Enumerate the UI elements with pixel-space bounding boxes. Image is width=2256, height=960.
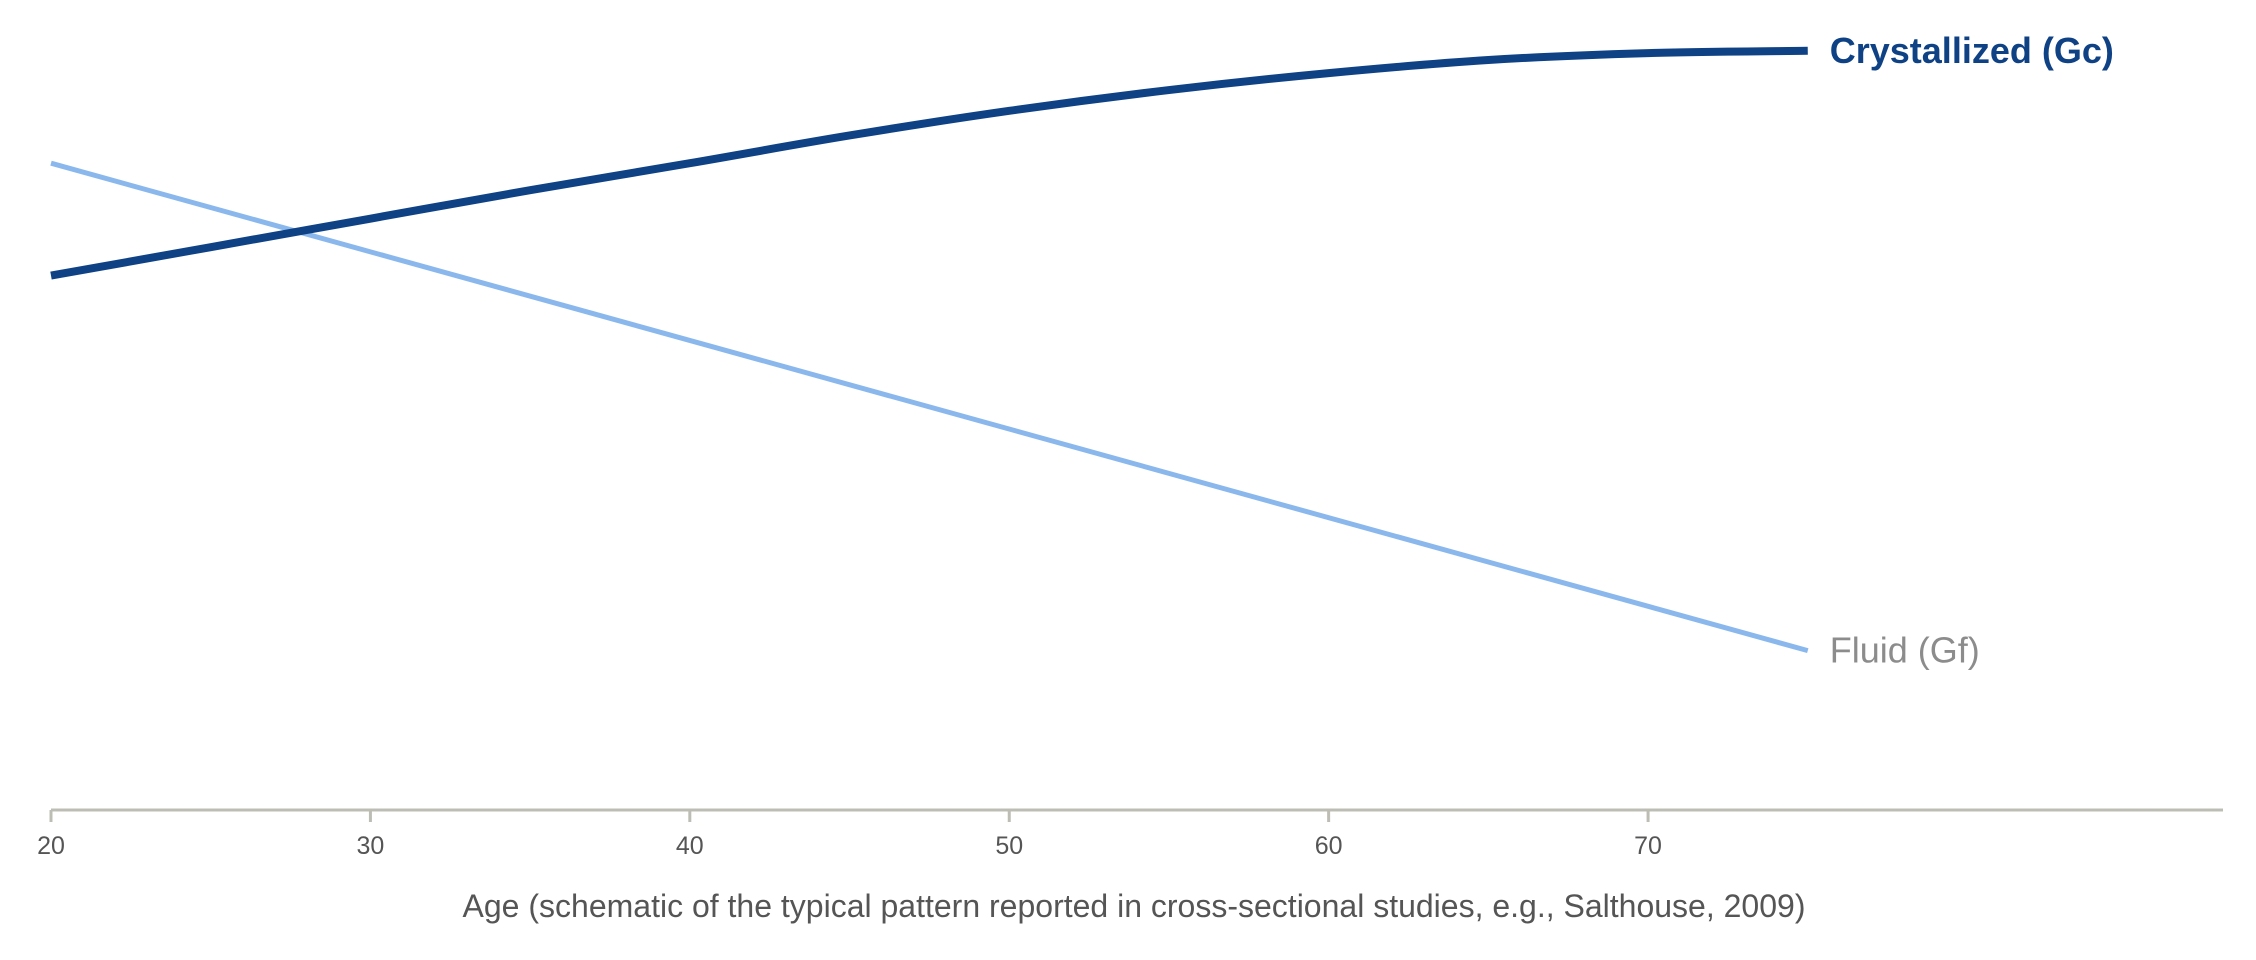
x-tick-label-60: 60 — [1315, 832, 1343, 860]
series-labels: Fluid (Gf) Crystallized (Gc) — [1830, 30, 2114, 671]
x-tick-label-30: 30 — [357, 832, 385, 860]
series-line-crystallized-gc — [50, 46, 1808, 280]
series-label-fluid-gf: Fluid (Gf) — [1830, 630, 1980, 671]
x-tick-label-70: 70 — [1634, 832, 1662, 860]
x-tick-label-50: 50 — [995, 832, 1023, 860]
x-tick-label-40: 40 — [676, 832, 704, 860]
x-axis-title: Age (schematic of the typical pattern re… — [463, 888, 1806, 924]
series-line-fluid-gf — [50, 160, 1809, 654]
x-axis: 20 30 40 50 60 70 — [37, 808, 2223, 860]
x-tick-label-20: 20 — [37, 832, 65, 860]
series-label-crystallized-gc: Crystallized (Gc) — [1830, 30, 2114, 71]
series-layer — [50, 46, 1809, 654]
